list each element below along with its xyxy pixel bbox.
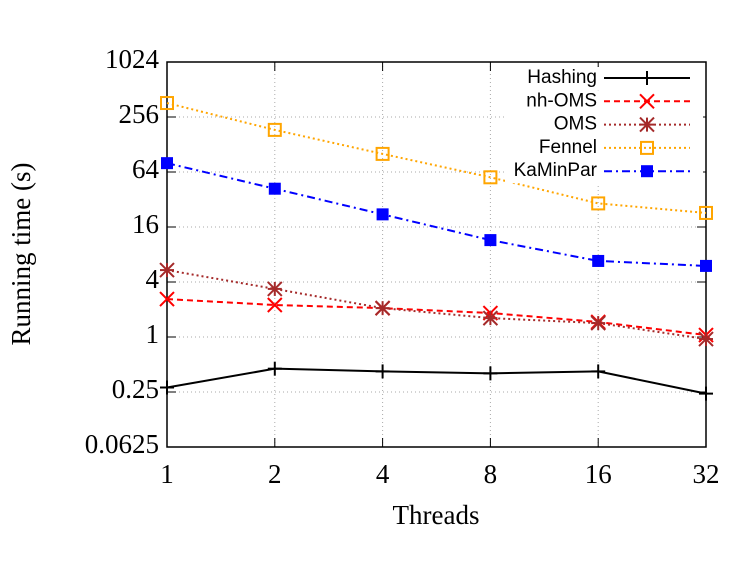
marker bbox=[699, 386, 713, 401]
y-tick-label: 256 bbox=[119, 99, 160, 129]
x-tick-label: 2 bbox=[268, 459, 282, 489]
marker bbox=[592, 254, 605, 267]
marker-shape bbox=[267, 122, 282, 137]
marker bbox=[268, 182, 281, 195]
marker-shape bbox=[640, 140, 654, 155]
marker bbox=[267, 361, 282, 376]
legend-label: nh-OMS bbox=[526, 90, 597, 111]
marker-shape bbox=[161, 157, 173, 170]
marker-shape bbox=[484, 234, 497, 247]
marker-stroke bbox=[374, 300, 391, 316]
marker-shape bbox=[699, 205, 713, 220]
marker-shape bbox=[641, 165, 653, 178]
marker bbox=[375, 146, 390, 161]
marker bbox=[591, 364, 606, 379]
legend-label: Hashing bbox=[527, 67, 597, 88]
marker-shape bbox=[375, 146, 390, 161]
marker bbox=[160, 96, 174, 111]
marker bbox=[640, 140, 654, 155]
marker bbox=[699, 205, 713, 220]
x-tick-label: 32 bbox=[693, 459, 720, 489]
marker bbox=[700, 259, 712, 272]
marker bbox=[159, 262, 175, 278]
marker bbox=[160, 380, 174, 395]
marker bbox=[376, 208, 389, 221]
marker-shape bbox=[700, 259, 712, 272]
marker-shape bbox=[591, 196, 606, 211]
marker bbox=[483, 366, 498, 381]
y-axis-label: Running time (s) bbox=[6, 163, 36, 346]
marker bbox=[267, 281, 283, 297]
y-tick-label: 64 bbox=[132, 154, 160, 184]
marker-stroke bbox=[482, 310, 499, 326]
marker bbox=[639, 116, 655, 133]
marker-stroke bbox=[267, 281, 283, 297]
marker bbox=[267, 122, 282, 137]
marker-stroke bbox=[698, 331, 714, 347]
y-tick-label: 0.0625 bbox=[85, 429, 159, 459]
series-line bbox=[166, 367, 707, 395]
y-tick-label: 1024 bbox=[105, 44, 160, 74]
marker bbox=[639, 93, 655, 110]
y-tick-label: 0.25 bbox=[112, 374, 159, 404]
y-tick-label: 4 bbox=[146, 264, 160, 294]
marker bbox=[483, 170, 498, 185]
marker-shape bbox=[376, 208, 389, 221]
marker-stroke bbox=[639, 116, 655, 133]
marker-shape bbox=[160, 96, 174, 111]
legend-label: KaMinPar bbox=[514, 160, 598, 181]
marker-shape bbox=[268, 182, 281, 195]
marker bbox=[159, 291, 175, 307]
marker-stroke bbox=[639, 93, 655, 110]
y-tick-label: 16 bbox=[132, 209, 159, 239]
marker bbox=[482, 310, 499, 326]
marker-shape bbox=[483, 170, 498, 185]
marker bbox=[698, 331, 714, 347]
series-line bbox=[166, 269, 707, 341]
marker bbox=[267, 297, 283, 313]
legend-label: Fennel bbox=[539, 137, 597, 158]
marker-stroke bbox=[159, 262, 175, 278]
series-line bbox=[166, 298, 707, 337]
marker bbox=[591, 196, 606, 211]
marker bbox=[590, 315, 606, 331]
x-tick-label: 8 bbox=[484, 459, 498, 489]
x-tick-label: 16 bbox=[585, 459, 612, 489]
marker-stroke bbox=[590, 315, 606, 331]
marker bbox=[640, 71, 654, 85]
marker bbox=[641, 165, 653, 178]
marker bbox=[161, 157, 173, 170]
marker-shape bbox=[592, 254, 605, 267]
y-tick-label: 1 bbox=[146, 319, 160, 349]
x-axis-label: Threads bbox=[393, 500, 480, 530]
marker bbox=[375, 364, 390, 379]
x-tick-label: 4 bbox=[376, 459, 390, 489]
series-line bbox=[166, 102, 707, 214]
marker bbox=[484, 234, 497, 247]
marker-stroke bbox=[267, 297, 283, 313]
marker-stroke bbox=[159, 291, 175, 307]
series-line bbox=[166, 162, 707, 267]
plot-frame bbox=[166, 61, 707, 448]
legend-label: OMS bbox=[554, 114, 597, 135]
x-tick-label: 1 bbox=[160, 459, 174, 489]
marker bbox=[374, 300, 391, 316]
